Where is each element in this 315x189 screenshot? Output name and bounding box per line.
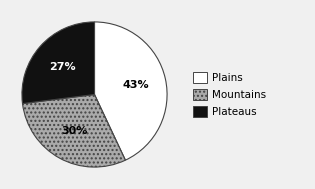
- Text: 27%: 27%: [49, 62, 76, 72]
- Wedge shape: [94, 22, 167, 160]
- Wedge shape: [22, 22, 94, 104]
- Legend: Plains, Mountains, Plateaus: Plains, Mountains, Plateaus: [191, 70, 268, 119]
- Text: 43%: 43%: [122, 80, 149, 90]
- Text: 30%: 30%: [61, 126, 87, 136]
- Wedge shape: [22, 94, 125, 167]
